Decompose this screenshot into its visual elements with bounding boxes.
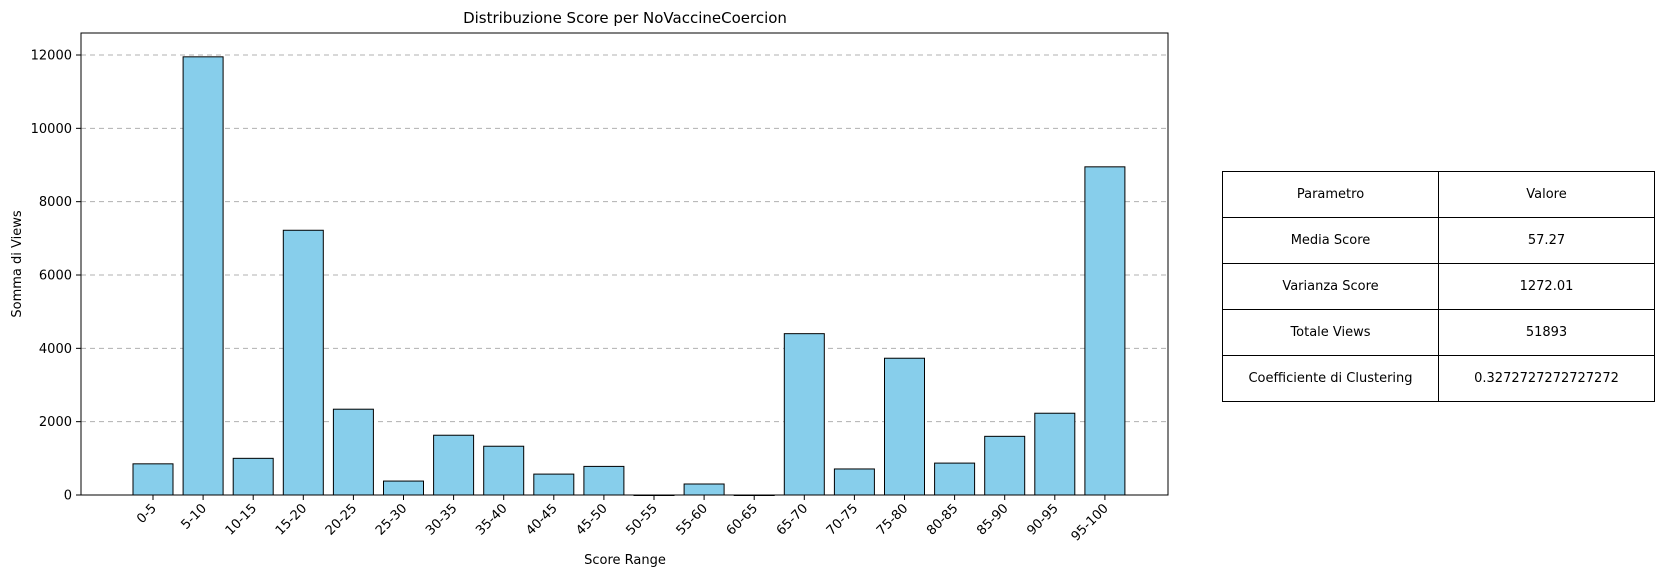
y-axis-title: Somma di Views — [10, 210, 25, 317]
stats-table: Parametro Valore Media Score 57.27 Varia… — [1222, 171, 1655, 402]
chart-title: Distribuzione Score per NoVaccineCoercio… — [463, 9, 787, 27]
table-cell: 51893 — [1438, 309, 1655, 356]
bar — [984, 435, 1026, 496]
y-tick-label: 12000 — [31, 49, 72, 64]
x-tick-label: 70-75 — [824, 501, 861, 538]
x-tick-label: 60-65 — [724, 501, 761, 538]
table-cell: Totale Views — [1222, 309, 1439, 356]
y-tick-label: 4000 — [39, 342, 72, 357]
table-row: Varianza Score 1272.01 — [1222, 263, 1655, 310]
table-cell: 57.27 — [1438, 217, 1655, 264]
bar — [833, 468, 875, 496]
bar — [783, 333, 825, 496]
bar — [282, 229, 324, 496]
x-tick-label: 30-35 — [423, 501, 460, 538]
table-header-cell: Parametro — [1222, 171, 1439, 218]
bar — [483, 445, 525, 496]
table-cell: 1272.01 — [1438, 263, 1655, 310]
bar — [132, 463, 174, 496]
y-tick-label: 6000 — [39, 269, 72, 284]
x-tick-label: 15-20 — [273, 501, 310, 538]
x-tick-label: 50-55 — [624, 501, 661, 538]
bar — [683, 483, 725, 496]
plot-frame — [80, 32, 1169, 496]
bar — [433, 434, 475, 496]
table-header-row: Parametro Valore — [1222, 171, 1655, 218]
bar — [884, 357, 925, 496]
table-cell: 0.3272727272727272 — [1438, 355, 1655, 402]
y-tick-label: 8000 — [39, 195, 72, 210]
y-tick-label: 0 — [64, 489, 72, 504]
x-tick-label: 5-10 — [178, 501, 209, 532]
table-cell: Coefficiente di Clustering — [1222, 355, 1439, 402]
x-tick-label: 45-50 — [573, 501, 610, 538]
y-tick-label: 10000 — [31, 122, 72, 137]
table-cell: Media Score — [1222, 217, 1439, 264]
x-axis-title: Score Range — [584, 553, 666, 568]
bar — [232, 457, 274, 496]
x-tick-label: 80-85 — [924, 501, 961, 538]
bar — [332, 408, 374, 496]
x-tick-label: 55-60 — [674, 501, 711, 538]
y-tick-label: 2000 — [39, 415, 72, 430]
bar — [583, 465, 625, 496]
grid-lines — [81, 54, 1168, 423]
x-tick-label: 10-15 — [223, 501, 260, 538]
bar — [533, 473, 575, 496]
bar — [934, 462, 976, 496]
x-tick-label: 75-80 — [874, 501, 911, 538]
x-tick-label: 25-30 — [373, 501, 410, 538]
bar — [1034, 412, 1076, 496]
x-tick-label: 0-5 — [134, 501, 160, 527]
x-tick-label: 95-100 — [1069, 501, 1112, 544]
bar — [1084, 166, 1126, 496]
bars — [132, 56, 1126, 496]
x-tick-label: 65-70 — [774, 501, 811, 538]
y-axis-ticks: 0 2000 4000 6000 8000 10000 12000 — [31, 49, 81, 504]
table-cell: Varianza Score — [1222, 263, 1439, 310]
table-row: Media Score 57.27 — [1222, 217, 1655, 264]
table-row: Totale Views 51893 — [1222, 309, 1655, 356]
x-tick-label: 85-90 — [974, 501, 1011, 538]
x-tick-label: 90-95 — [1024, 501, 1061, 538]
x-tick-label: 40-45 — [523, 501, 560, 538]
x-tick-label: 35-40 — [473, 501, 510, 538]
table-header-cell: Valore — [1438, 171, 1655, 218]
x-tick-label: 20-25 — [323, 501, 360, 538]
bar — [383, 480, 424, 496]
table-row: Coefficiente di Clustering 0.32727272727… — [1222, 355, 1655, 402]
bar — [182, 56, 224, 496]
x-axis-ticks: 0-5 5-10 10-15 15-20 20-25 25-30 30-35 35-40 40-… — [134, 495, 1112, 544]
